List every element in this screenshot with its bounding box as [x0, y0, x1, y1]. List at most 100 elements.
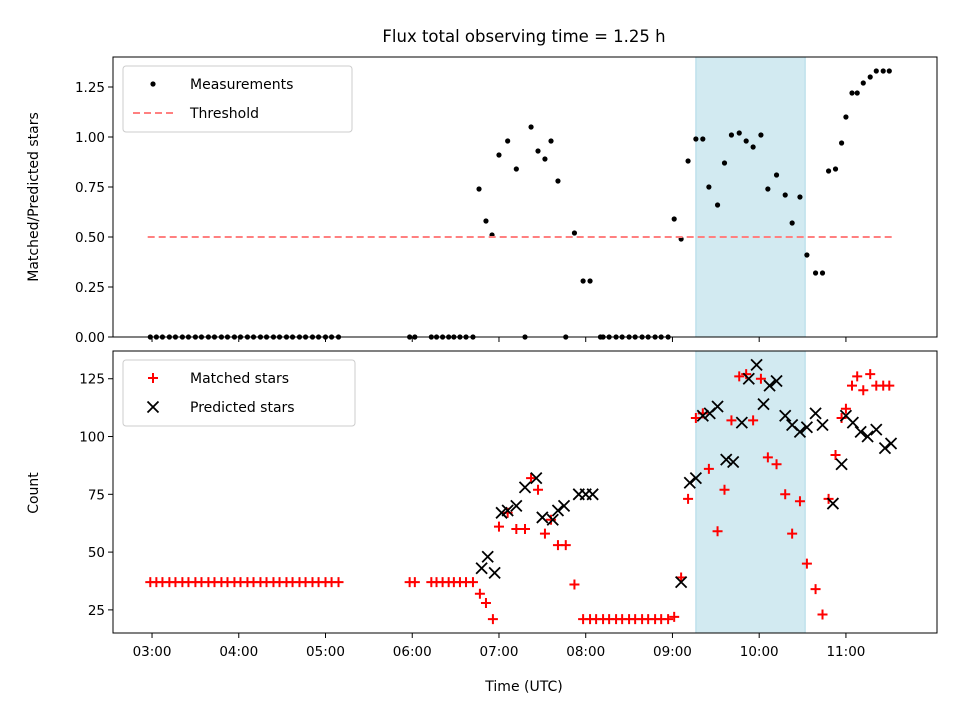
matched-star-point [533, 484, 544, 495]
matched-star-point [726, 415, 737, 426]
measurement-point [706, 184, 712, 190]
matched-star-point [794, 496, 805, 507]
predicted-star-point [711, 400, 724, 413]
matched-star-point [712, 526, 723, 537]
predicted-star-point [674, 576, 688, 589]
matched-star-point [487, 614, 498, 625]
measurement-point [476, 186, 482, 192]
predicted-star-point [750, 358, 763, 372]
measurement-point [782, 192, 788, 198]
predicted-star-point [779, 409, 792, 422]
measurement-point [505, 138, 511, 144]
predicted-star-point [727, 455, 740, 469]
legend-box [122, 65, 353, 133]
measurement-point [825, 168, 832, 174]
matched-star-point [539, 528, 550, 539]
measurement-point [886, 68, 892, 74]
legend-1: Matched stars Predicted stars [122, 359, 356, 427]
y-tick-label: 1.25 [75, 80, 105, 96]
matched-star-point [801, 558, 812, 569]
matched-star-point [780, 489, 791, 500]
y-tick-label: 0.25 [75, 280, 105, 296]
measurement-point [535, 148, 541, 154]
predicted-star-point [518, 481, 532, 494]
x-tick-label: 10:00 [740, 644, 779, 660]
y-tick-label: 75 [88, 487, 105, 503]
matched-star-point [560, 540, 571, 551]
top-panel: 0.00 0.25 0.50 0.75 1.00 1.25 Measurements Thre… [75, 56, 938, 346]
measurement-point [528, 124, 534, 130]
bottom-y-axis-label: Count [26, 472, 42, 514]
measurement-point [832, 166, 839, 172]
x-axis-label: Time (UTC) [484, 679, 562, 695]
x-tick-label: 05:00 [306, 644, 345, 660]
predicted-star-point [884, 437, 898, 450]
matched-star-point [480, 597, 491, 608]
measurement-point [867, 74, 873, 80]
matched-star-point [865, 369, 876, 380]
predicted-star-point [854, 425, 867, 439]
panel-frame-0 [112, 56, 938, 338]
matched-star-point [546, 514, 557, 525]
predicted-star-point [530, 471, 543, 485]
legend-label: Measurements [190, 77, 293, 93]
matched-star-point [467, 577, 478, 588]
measurement-point [496, 152, 502, 158]
measurement-point [773, 172, 780, 178]
panel-frame-1 [112, 350, 938, 634]
matched-star-point [663, 614, 674, 625]
matched-star-point [520, 523, 530, 534]
measurement-point [548, 138, 554, 144]
matched-star-point [741, 369, 752, 380]
measurement-point [838, 140, 845, 146]
legend-label: Matched stars [190, 371, 289, 387]
predicted-star-point [826, 497, 840, 510]
x-tick-label: 08:00 [566, 644, 605, 660]
y-tick-label: 125 [79, 372, 105, 388]
x-tick-label: 03:00 [133, 644, 172, 660]
measurement-point [700, 136, 706, 142]
measurement-point [714, 202, 721, 208]
matched-star-point [690, 413, 701, 424]
measurement-point [671, 216, 677, 222]
matched-star-point [569, 579, 580, 590]
measurement-point [750, 144, 756, 150]
predicted-star-point [557, 499, 571, 513]
measurement-point [812, 270, 819, 276]
matched-star-point [787, 528, 798, 539]
x-tick-label: 07:00 [480, 644, 519, 660]
legend-label: Threshold [189, 106, 259, 122]
observing-window-1 [695, 350, 806, 634]
y-tick-label: 50 [88, 545, 105, 561]
measurement-point [555, 178, 561, 184]
predicted-star-point [870, 423, 883, 436]
matched-star-point [734, 371, 745, 382]
matched-star-point [333, 577, 344, 588]
legend-label: Predicted stars [190, 400, 295, 416]
measurement-point [797, 194, 803, 200]
measurement-point [789, 220, 795, 226]
matched-star-point [526, 473, 537, 484]
predicted-star-point [475, 562, 488, 575]
predicted-star-point [689, 471, 703, 485]
bottom-panel: 25 50 75 100 125 03:00 04:00 05:00 06:00 07:00 08:… [79, 350, 938, 660]
matched-star-point [830, 450, 841, 461]
measurement-point [804, 252, 810, 258]
measurement-point [693, 136, 699, 142]
matched-star-point [676, 572, 687, 583]
x-tick-label: 06:00 [393, 644, 432, 660]
measurement-point [880, 68, 886, 74]
matched-star-point [703, 463, 714, 474]
matched-star-point [852, 371, 863, 382]
predicted-star-point [800, 421, 814, 434]
x-tick-label: 04:00 [219, 644, 258, 660]
measurement-point [513, 166, 519, 172]
measurement-point [571, 230, 578, 236]
matched-star-point [846, 380, 857, 391]
y-tick-label: 100 [79, 430, 105, 446]
predicted-star-point [809, 407, 822, 420]
predicted-star-point [763, 379, 776, 392]
predicted-star-point [586, 488, 599, 501]
y-tick-label: 1.00 [75, 130, 105, 146]
predicted-star-point [816, 418, 829, 432]
